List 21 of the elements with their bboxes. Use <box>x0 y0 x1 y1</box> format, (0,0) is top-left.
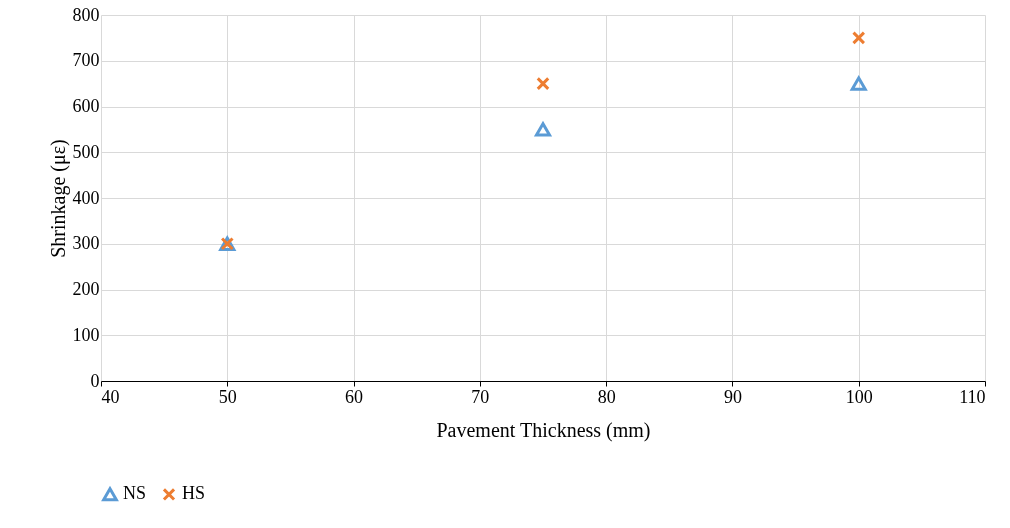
x-tick-label: 60 <box>345 386 364 407</box>
y-tick-label: 200 <box>72 279 100 299</box>
y-tick-label: 0 <box>90 370 100 391</box>
x-tick-label: 90 <box>723 386 742 407</box>
legend-label: HS <box>182 483 206 504</box>
y-tick-label: 300 <box>72 233 100 254</box>
y-axis-title: Shrinkage (με) <box>46 139 70 258</box>
x-tick-label: 40 <box>101 386 120 407</box>
y-tick-label: 800 <box>72 4 100 25</box>
x-tick-label: 100 <box>845 386 873 407</box>
x-tick-label: 80 <box>597 386 616 407</box>
y-tick-label: 600 <box>72 96 100 116</box>
legend-label: NS <box>123 483 147 504</box>
x-tick-label: 50 <box>218 386 237 407</box>
x-axis-title: Pavement Thickness (mm) <box>436 418 651 442</box>
y-tick-label: 500 <box>72 141 100 162</box>
x-tick-label: 110 <box>959 386 986 407</box>
x-tick-label: 70 <box>471 386 490 407</box>
y-tick-label: 100 <box>72 324 100 345</box>
y-tick-label: 700 <box>72 50 100 71</box>
y-tick-label: 400 <box>72 187 100 208</box>
